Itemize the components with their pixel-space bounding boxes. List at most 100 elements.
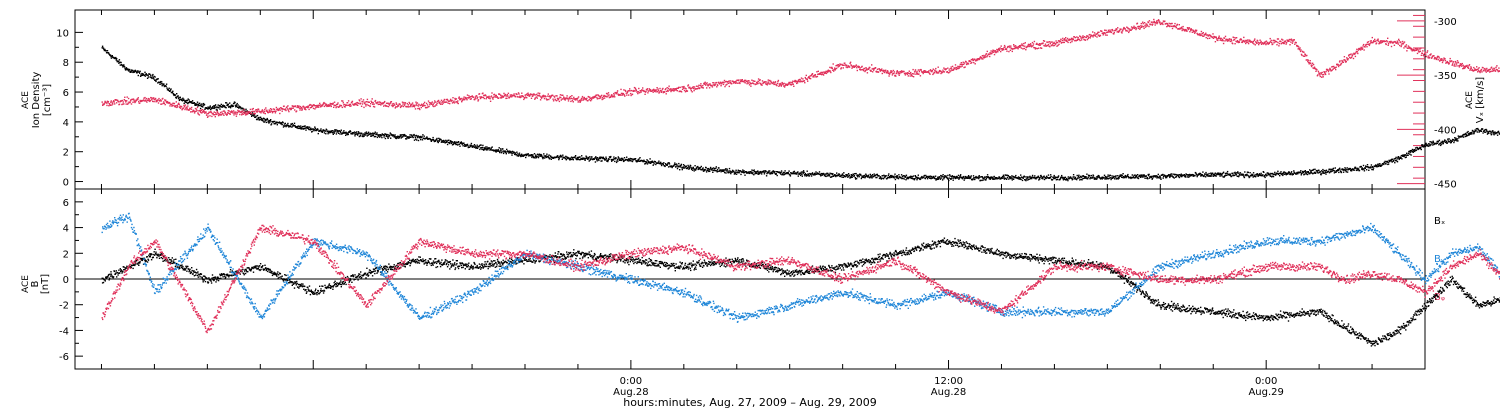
ion-density-point (964, 175, 967, 178)
ion-density-point (1469, 133, 1471, 135)
vx-point (601, 98, 603, 101)
ion-density-point (137, 70, 139, 72)
vx-point (417, 105, 420, 107)
ion-density-point (1014, 176, 1017, 178)
ion-density-point (1410, 154, 1412, 156)
ion-density-point (682, 166, 684, 168)
ion-density-point (337, 130, 339, 132)
vx-point (175, 105, 177, 107)
ion-density-point (101, 45, 104, 47)
ion-density-point (448, 142, 451, 144)
ion-density-point (1430, 143, 1432, 145)
ion-density-point (119, 64, 121, 66)
vx-point (734, 81, 736, 83)
vx-point (347, 104, 349, 106)
vx-point (772, 82, 774, 84)
ion-density-point (420, 138, 422, 141)
ion-density-point (411, 134, 413, 136)
vx-point (707, 84, 710, 86)
ion-density-point (912, 175, 915, 177)
vx-point (670, 90, 672, 93)
ion-density-point (571, 158, 573, 160)
ion-density-point (162, 84, 165, 86)
ion-density-point (1465, 134, 1467, 136)
vx-point (325, 103, 328, 105)
ion-density-point (1285, 172, 1287, 174)
ion-density-point (461, 142, 464, 144)
ion-density-point (939, 178, 942, 180)
ion-density-point (1492, 131, 1495, 133)
ion-density-point (1186, 174, 1188, 176)
vx-point (428, 101, 431, 104)
ion-density-point (1325, 173, 1327, 175)
ion-density-point (1272, 173, 1274, 175)
ion-density-point (600, 157, 602, 160)
ion-density-point (955, 177, 957, 179)
ion-density-point (1344, 167, 1346, 169)
vx-point (416, 102, 419, 104)
ion-density-point (535, 154, 537, 156)
ion-density-point (1300, 174, 1302, 176)
vx-point (157, 102, 160, 104)
vx-point (327, 105, 329, 107)
ion-density-point (914, 178, 916, 180)
ion-density-point (405, 138, 408, 140)
vx-point (433, 102, 435, 104)
vx-point (682, 86, 684, 88)
ion-density-point (449, 141, 451, 143)
ion-density-point (1179, 174, 1181, 176)
ion-density-point (268, 122, 270, 124)
ion-density-point (457, 144, 459, 146)
vx-point (359, 102, 362, 104)
ion-density-point (613, 158, 616, 160)
ion-density-point (380, 134, 382, 136)
vx-point (423, 101, 426, 104)
vx-point (185, 106, 188, 108)
vx-point (107, 101, 110, 103)
ion-density-point (260, 118, 262, 121)
ion-density-point (865, 174, 867, 176)
ion-density-point (969, 177, 971, 180)
ion-density-point (1440, 143, 1443, 145)
ion-density-point (291, 122, 293, 125)
ion-density-point (404, 135, 406, 137)
ion-density-point (1353, 169, 1355, 171)
ion-density-point (296, 125, 299, 128)
ion-density-point (1275, 173, 1277, 175)
vx-point (547, 93, 549, 95)
ion-density-point (418, 136, 420, 138)
vx-point (153, 100, 155, 103)
ion-density-point (510, 152, 512, 154)
ion-density-point (175, 96, 177, 98)
vx-point (244, 111, 246, 113)
ion-density-point (1098, 176, 1100, 178)
ion-density-point (1074, 178, 1076, 180)
vx-point (774, 82, 776, 84)
ion-density-point (891, 174, 893, 177)
vx-point (308, 108, 310, 111)
vx-point (319, 104, 321, 106)
vx-point (555, 100, 558, 102)
ion-density-point (285, 125, 288, 127)
ion-density-point (1009, 177, 1011, 179)
ion-density-point (1311, 169, 1313, 171)
vx-point (531, 93, 533, 96)
vx-point (556, 95, 558, 97)
ion-density-point (367, 132, 369, 135)
vx-point (460, 98, 462, 101)
vx-point (449, 102, 451, 105)
vx-point (623, 89, 625, 91)
vx-point (429, 103, 431, 106)
ion-density-point (811, 172, 814, 174)
vx-point (611, 94, 613, 96)
ion-density-point (365, 131, 368, 133)
ion-density-point (266, 119, 268, 121)
ion-density-point (202, 104, 204, 106)
vx-point (691, 91, 693, 93)
ion-density-point (251, 112, 254, 114)
vx-point (590, 98, 593, 101)
ion-density-point (694, 165, 696, 167)
ion-density-point (499, 150, 501, 152)
vx-point (372, 103, 374, 105)
vx-point (256, 110, 259, 112)
